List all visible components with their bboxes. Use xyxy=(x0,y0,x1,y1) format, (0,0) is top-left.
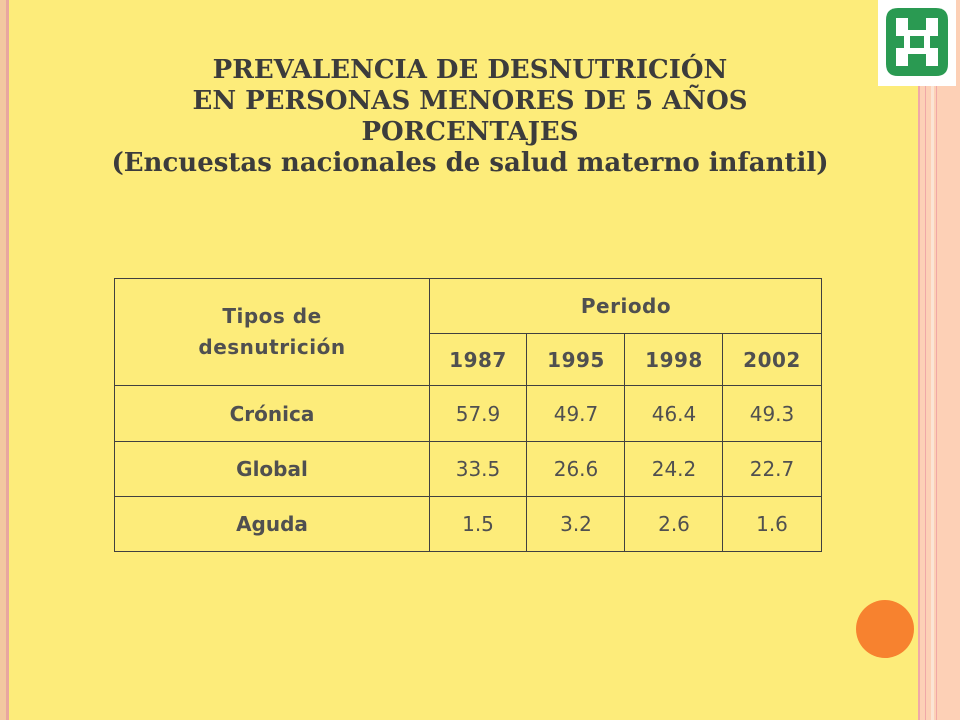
right-band-line xyxy=(925,0,926,720)
table-divider xyxy=(526,334,527,552)
table-divider xyxy=(722,334,723,552)
right-band-line xyxy=(931,0,934,720)
table-cell: 3.2 xyxy=(560,511,592,536)
period-header: Periodo xyxy=(429,279,822,334)
table-cell: 22.7 xyxy=(749,456,795,481)
decorative-orange-circle xyxy=(856,600,914,658)
type-column-header: Tipos de desnutrición xyxy=(115,279,429,386)
table-cell: 49.7 xyxy=(553,401,599,426)
table-divider xyxy=(429,279,430,552)
table-cell: 2.6 xyxy=(658,511,690,536)
row-label-global: Global xyxy=(236,456,308,481)
table-cell: 57.9 xyxy=(455,401,501,426)
logo xyxy=(878,0,956,86)
row-label-aguda: Aguda xyxy=(236,511,308,536)
table-divider xyxy=(115,441,821,442)
malnutrition-table: Tipos de desnutrición Periodo 1987 1995 … xyxy=(114,278,822,552)
table-cell: 1.6 xyxy=(756,511,788,536)
title-line-3: PORCENTAJES xyxy=(361,117,579,147)
right-band-line xyxy=(936,0,937,720)
right-band-line xyxy=(918,0,920,720)
institution-logo-icon xyxy=(886,8,948,76)
type-header-line-2: desnutrición xyxy=(198,335,346,359)
title-line-2: EN PERSONAS MENORES DE 5 AÑOS xyxy=(192,86,748,116)
table-cell: 24.2 xyxy=(651,456,697,481)
slide-title: PREVALENCIA DE DESNUTRICIÓN EN PERSONAS … xyxy=(40,55,900,179)
table-cell: 1.5 xyxy=(462,511,494,536)
type-header-line-1: Tipos de xyxy=(222,304,322,328)
table-cell: 46.4 xyxy=(651,401,697,426)
table-cell: 49.3 xyxy=(749,401,795,426)
title-line-1: PREVALENCIA DE DESNUTRICIÓN xyxy=(212,55,728,85)
year-header: 1987 xyxy=(429,334,527,386)
left-edge-stripe xyxy=(0,0,6,720)
left-edge-accent xyxy=(6,0,9,720)
table-cell: 33.5 xyxy=(455,456,501,481)
table-divider xyxy=(115,496,821,497)
table-divider xyxy=(624,334,625,552)
title-line-4: (Encuestas nacionales de salud materno i… xyxy=(111,148,829,178)
year-header: 1998 xyxy=(625,334,723,386)
row-label-cronica: Crónica xyxy=(229,401,315,426)
year-header: 1995 xyxy=(527,334,625,386)
year-header: 2002 xyxy=(723,334,821,386)
table-cell: 26.6 xyxy=(553,456,599,481)
